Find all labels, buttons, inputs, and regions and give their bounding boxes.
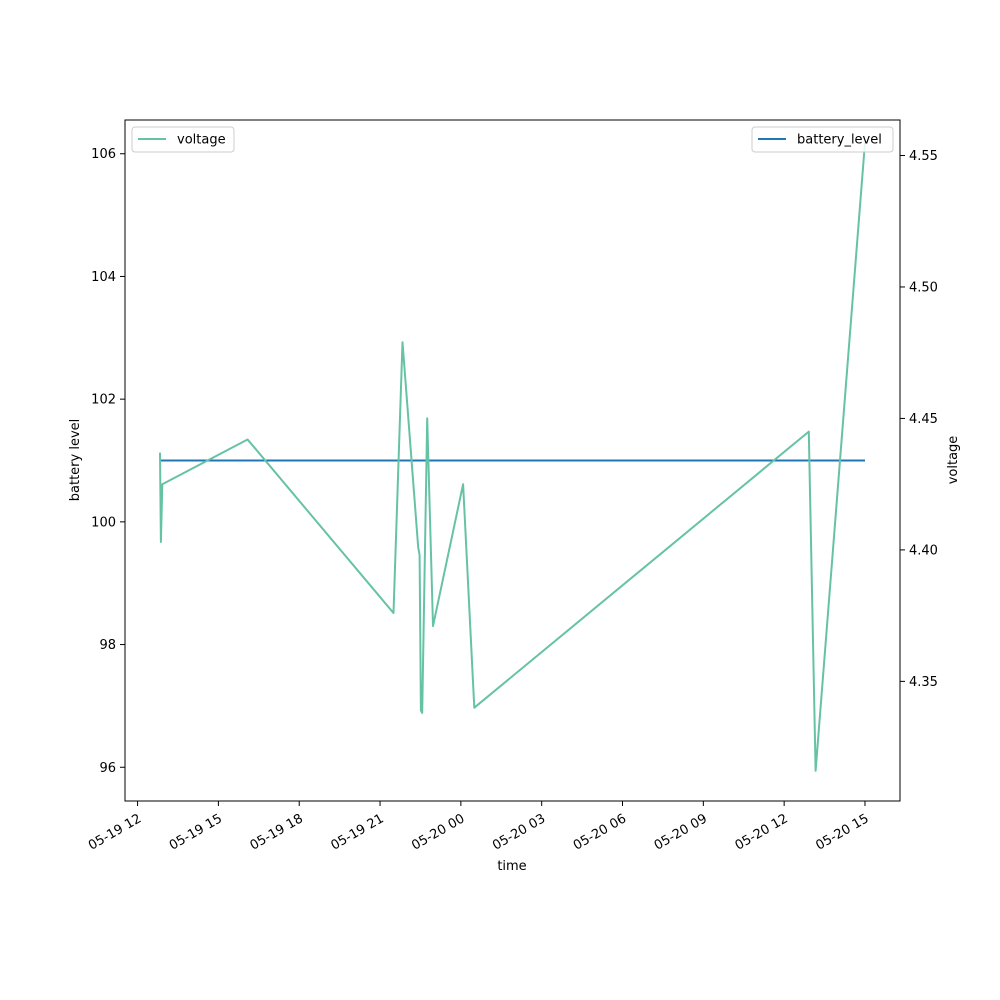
- left-y-tick-label: 104: [91, 270, 116, 285]
- y-axis-left: 96 98 100 102 104 106: [91, 147, 125, 776]
- series-layer: [159, 142, 866, 772]
- y-axis-right: 4.35 4.40 4.45 4.50 4.55: [900, 149, 938, 690]
- legend-left: voltage: [131, 126, 235, 153]
- right-y-tick-label: 4.40: [909, 543, 938, 558]
- right-y-tick-label: 4.35: [909, 675, 938, 690]
- plot-frame: [124, 119, 901, 802]
- legend-right: battery_level: [751, 126, 894, 153]
- right-y-tick-label: 4.50: [909, 280, 938, 295]
- right-y-tick-label: 4.55: [909, 149, 938, 164]
- left-y-tick-label: 100: [91, 515, 116, 530]
- legend-right-box: [751, 126, 894, 153]
- left-y-tick-label: 106: [91, 147, 116, 162]
- series-voltage-line: [159, 142, 866, 772]
- left-y-axis-title: battery level: [68, 419, 83, 502]
- legend-battery-level-label: battery_level: [797, 133, 882, 148]
- left-y-tick-label: 96: [99, 761, 116, 776]
- left-y-tick-label: 98: [99, 638, 116, 653]
- right-y-tick-label: 4.45: [909, 412, 938, 427]
- x-axis-title: time: [497, 859, 526, 874]
- right-y-axis-title: voltage: [946, 436, 961, 485]
- left-y-tick-label: 102: [91, 393, 116, 408]
- legend-voltage-label: voltage: [177, 133, 226, 148]
- legend-left-box: [131, 126, 235, 153]
